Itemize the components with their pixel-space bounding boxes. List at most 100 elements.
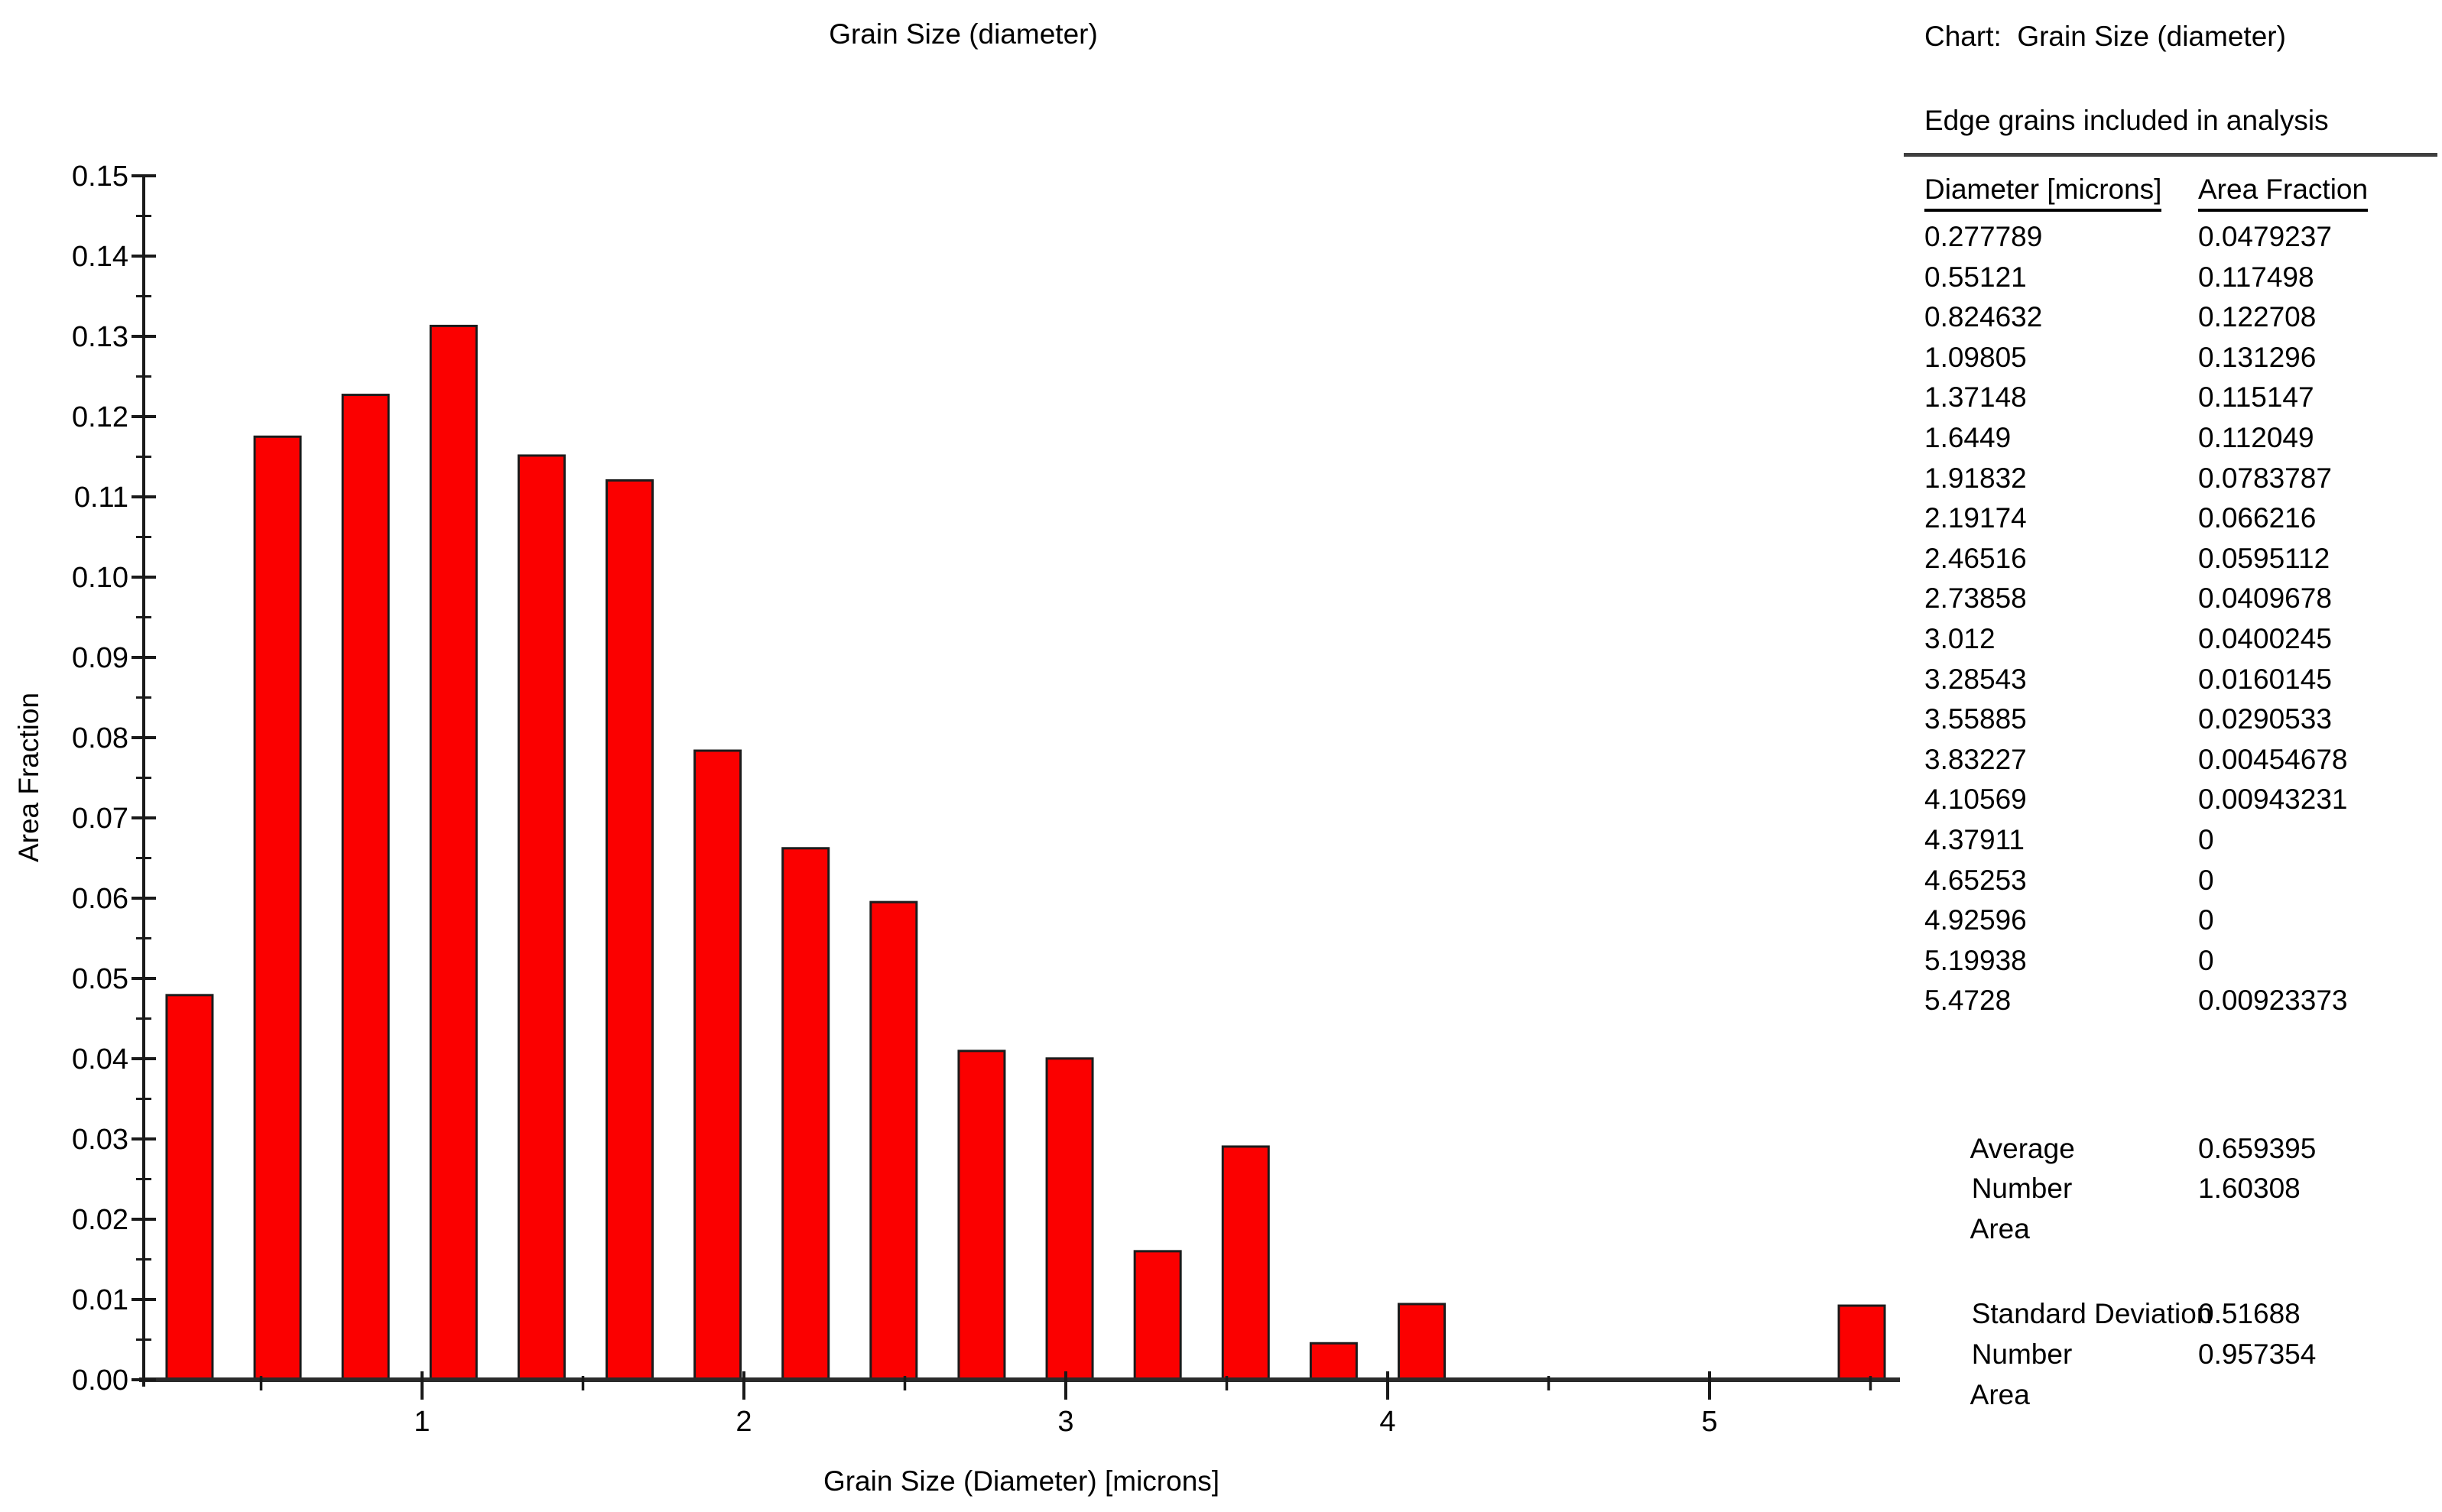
y-axis-title: Area Fraction	[13, 693, 44, 862]
bar	[1397, 1303, 1446, 1381]
bar	[165, 994, 214, 1381]
cell-diameter: 5.4728	[1924, 985, 2012, 1017]
y-tick-label: 0.02	[72, 1204, 128, 1236]
table-row: 3.83227 0.00454678	[1924, 740, 2429, 780]
summary-panel: Chart: Grain Size (diameter) Edge grains…	[1904, 0, 2442, 1512]
bar	[781, 847, 830, 1381]
cell-diameter: 1.6449	[1924, 421, 2012, 453]
table-row: 4.10569 0.00943231	[1924, 780, 2429, 820]
cell-diameter: 4.65253	[1924, 864, 2027, 896]
y-tick-label: 0.09	[72, 642, 128, 674]
cell-area-fraction: 0.0400245	[2198, 622, 2332, 654]
std-dev-heading: Standard Deviation	[1971, 1298, 2213, 1330]
table-row: 4.65253 0	[1924, 861, 2429, 901]
x-axis-title: Grain Size (Diameter) [microns]	[823, 1465, 1219, 1497]
std-dev-number-value: 0.51688	[2198, 1298, 2301, 1330]
cell-area-fraction: 0.00454678	[2198, 743, 2348, 775]
cell-diameter: 3.55885	[1924, 703, 2027, 735]
table-row: 4.92596 0	[1924, 900, 2429, 941]
cell-area-fraction: 0.0479237	[2198, 221, 2332, 252]
table-row: 3.012 0.0400245	[1924, 619, 2429, 660]
cell-diameter: 5.19938	[1924, 944, 2027, 976]
cell-diameter: 1.09805	[1924, 341, 2027, 373]
table-row: 1.37148 0.115147	[1924, 378, 2429, 418]
cell-diameter: 2.73858	[1924, 582, 2027, 615]
average-heading: Average	[1970, 1132, 2075, 1164]
std-dev-number-label: Number	[1971, 1338, 2073, 1370]
y-tick-label: 0.12	[72, 401, 128, 433]
cell-area-fraction: 0.00943231	[2198, 784, 2348, 816]
cell-area-fraction: 0.117498	[2198, 261, 2314, 293]
cell-diameter: 2.19174	[1924, 502, 2027, 534]
cell-area-fraction: 0.0290533	[2198, 703, 2332, 735]
std-dev-area-label: Area	[1970, 1378, 2030, 1410]
x-tick-label: 5	[1701, 1406, 1717, 1438]
y-tick-label: 0.08	[72, 722, 128, 754]
table-row: 2.46516 0.0595112	[1924, 539, 2429, 579]
average-area-value: 1.60308	[2198, 1173, 2301, 1205]
cell-diameter: 4.10569	[1924, 784, 2027, 816]
y-tick-label: 0.06	[72, 883, 128, 915]
y-tick-label: 0.05	[72, 963, 128, 995]
table-header-row: Diameter [microns] Area Fraction	[1924, 174, 2429, 212]
y-tick-label: 0.01	[72, 1284, 128, 1316]
cell-diameter: 0.55121	[1924, 261, 2027, 293]
average-number-row: Number 0.659395	[1924, 1129, 2429, 1205]
y-tick-label: 0.10	[72, 562, 128, 594]
std-dev-number-row: Number 0.51688	[1924, 1294, 2429, 1370]
cell-diameter: 3.28543	[1924, 663, 2027, 695]
bar	[606, 479, 654, 1381]
x-tick-label: 3	[1057, 1406, 1073, 1438]
bar	[1309, 1342, 1358, 1381]
panel-divider	[1904, 153, 2437, 157]
cell-area-fraction: 0	[2198, 944, 2214, 976]
table-row: 5.4728 0.00923373	[1924, 981, 2429, 1021]
bar	[1837, 1304, 1886, 1381]
bar	[253, 435, 302, 1381]
cell-diameter: 2.46516	[1924, 542, 2027, 574]
panel-chart-title: Chart: Grain Size (diameter)	[1924, 21, 2286, 52]
x-tick-label: 1	[414, 1406, 430, 1438]
bar	[1045, 1057, 1094, 1381]
column-header-diameter: Diameter [microns]	[1924, 174, 2162, 212]
bar	[517, 454, 566, 1381]
statistics-block: Average Number 0.659395 Area 1.60308 Sta…	[1924, 1089, 2429, 1410]
cell-diameter: 1.91832	[1924, 462, 2027, 494]
y-tick-label: 0.14	[72, 241, 128, 273]
cell-diameter: 4.37911	[1924, 823, 2025, 855]
table-row: 2.19174 0.066216	[1924, 498, 2429, 539]
cell-diameter: 1.37148	[1924, 381, 2027, 414]
average-number-value: 0.659395	[2198, 1132, 2317, 1164]
table-row: 0.277789 0.0479237	[1924, 217, 2429, 258]
chart-title: Grain Size (diameter)	[829, 18, 1098, 50]
cell-diameter: 3.83227	[1924, 743, 2027, 775]
cell-area-fraction: 0	[2198, 904, 2214, 936]
average-area-row: Area 1.60308	[1924, 1169, 2429, 1244]
cell-area-fraction: 0.066216	[2198, 502, 2317, 534]
bar	[869, 900, 918, 1381]
column-header-area-fraction: Area Fraction	[2198, 174, 2369, 212]
bar	[693, 749, 742, 1381]
y-tick-label: 0.04	[72, 1043, 128, 1076]
cell-area-fraction: 0.112049	[2198, 421, 2314, 453]
table-row: 0.824632 0.122708	[1924, 297, 2429, 338]
table-row: 1.91832 0.0783787	[1924, 459, 2429, 499]
table-row: 3.55885 0.0290533	[1924, 699, 2429, 740]
cell-diameter: 4.92596	[1924, 904, 2027, 936]
table-row: 1.09805 0.131296	[1924, 338, 2429, 378]
panel-subtitle: Edge grains included in analysis	[1924, 105, 2329, 136]
table-row: 3.28543 0.0160145	[1924, 660, 2429, 700]
cell-area-fraction: 0.0409678	[2198, 582, 2332, 615]
x-tick-label: 4	[1379, 1406, 1395, 1438]
bar	[1221, 1145, 1270, 1381]
cell-area-fraction: 0	[2198, 823, 2214, 855]
std-dev-area-value: 0.957354	[2198, 1338, 2317, 1370]
bar	[341, 394, 390, 1381]
cell-diameter: 0.277789	[1924, 221, 2043, 252]
table-row: 2.73858 0.0409678	[1924, 579, 2429, 619]
cell-area-fraction: 0.122708	[2198, 301, 2317, 333]
bar	[957, 1050, 1006, 1381]
cell-diameter: 0.824632	[1924, 301, 2043, 333]
cell-area-fraction: 0.115147	[2198, 381, 2314, 414]
